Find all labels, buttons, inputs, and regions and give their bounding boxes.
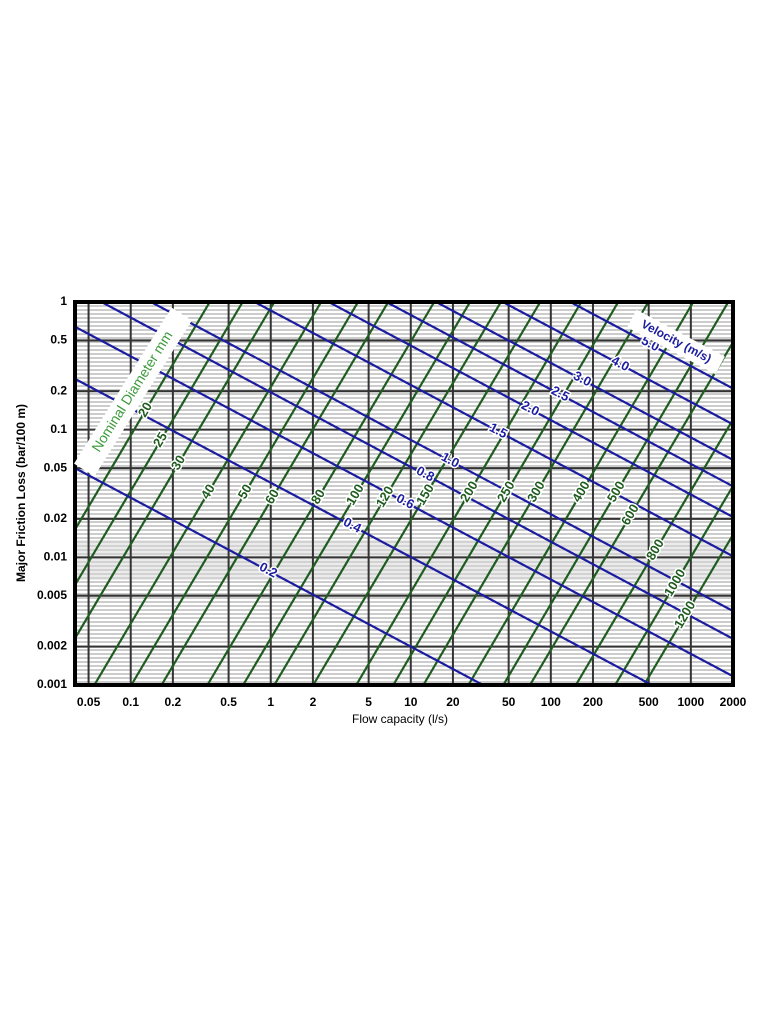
x-tick-label: 200	[583, 695, 603, 709]
velocities-line	[99, 302, 733, 640]
y-tick-label: 0.2	[50, 383, 67, 397]
diameters-line	[130, 302, 359, 685]
x-tick-label: 1000	[677, 695, 704, 709]
diameters-line	[206, 302, 436, 685]
diameters-line	[355, 302, 583, 685]
x-tick-label: 50	[502, 695, 516, 709]
x-tick-label: 20	[446, 695, 460, 709]
diameters-line	[75, 302, 244, 588]
y-tick-label: 1	[60, 294, 67, 308]
x-tick-label: 100	[541, 695, 561, 709]
plot-frame	[73, 300, 735, 687]
y-tick-label: 0.001	[37, 677, 67, 691]
velocities-line	[252, 302, 733, 558]
velocities-line	[75, 325, 733, 678]
diameters-line	[242, 302, 471, 685]
diameters-line	[467, 302, 695, 685]
velocities-line	[568, 302, 733, 390]
diameters-line	[160, 302, 390, 685]
diameters-line	[643, 532, 733, 685]
diameters-line	[312, 302, 542, 685]
x-axis-title: Flow capacity (l/s)	[352, 712, 448, 726]
velocities-line	[384, 302, 733, 488]
diameters-line	[614, 483, 733, 685]
velocities-line	[75, 467, 486, 685]
x-tick-label: 5	[365, 695, 372, 709]
velocities-line	[326, 302, 733, 518]
velocities-line	[433, 302, 733, 461]
title-box	[627, 309, 725, 375]
y-tick-label: 0.002	[37, 639, 67, 653]
diameters-line	[75, 302, 211, 532]
diameters-line	[392, 302, 620, 685]
x-tick-label: 500	[639, 695, 659, 709]
y-tick-label: 0.1	[50, 422, 67, 436]
x-tick-label: 0.5	[220, 695, 237, 709]
y-tick-label: 0.01	[44, 550, 68, 564]
y-tick-label: 0.5	[50, 333, 67, 347]
title-box	[74, 307, 192, 477]
grid-band	[75, 540, 733, 580]
velocities-line	[75, 377, 655, 685]
x-tick-label: 1	[267, 695, 274, 709]
diameters-line	[93, 302, 323, 685]
grid	[75, 301, 734, 686]
x-tick-label: 0.2	[165, 695, 182, 709]
y-tick-label: 0.005	[37, 588, 67, 602]
diameters-line	[422, 302, 650, 685]
y-tick-label: 0.05	[44, 460, 68, 474]
x-tick-label: 2	[310, 695, 317, 709]
x-tick-label: 10	[404, 695, 418, 709]
x-tick-label: 2000	[720, 695, 747, 709]
velocities-line	[500, 302, 733, 426]
x-tick-label: 0.1	[122, 695, 139, 709]
diameters-line	[75, 302, 276, 641]
y-axis-title: Major Friction Loss (bar/100 m)	[14, 404, 28, 582]
lines	[75, 302, 733, 685]
x-tick-label: 0.05	[77, 695, 101, 709]
y-tick-label: 0.02	[44, 511, 68, 525]
